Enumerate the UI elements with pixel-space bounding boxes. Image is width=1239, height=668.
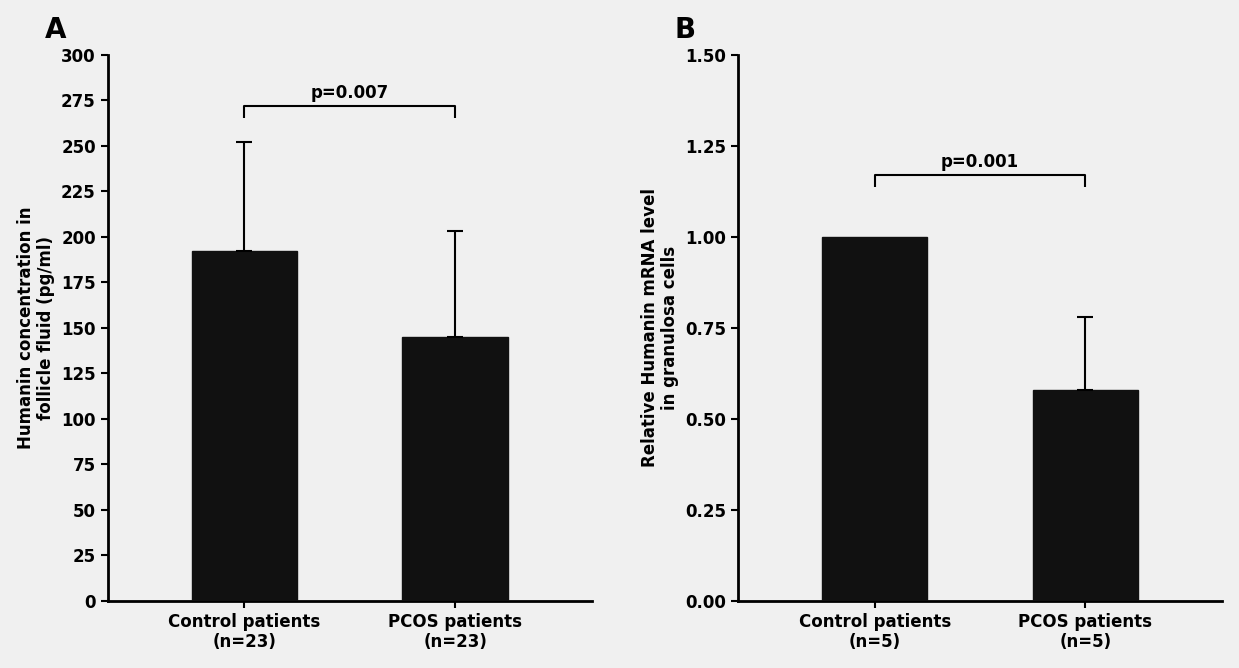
- Bar: [192, 251, 297, 601]
- Text: p=0.007: p=0.007: [311, 84, 389, 102]
- Y-axis label: Relative Humanin mRNA level
in granulosa cells: Relative Humanin mRNA level in granulosa…: [641, 188, 679, 468]
- Bar: [823, 237, 928, 601]
- Text: p=0.001: p=0.001: [942, 154, 1020, 172]
- Bar: [403, 337, 508, 601]
- Y-axis label: Humanin concentration in
follicle fluid (pg/ml): Humanin concentration in follicle fluid …: [16, 206, 56, 449]
- Text: B: B: [675, 16, 696, 44]
- Text: A: A: [45, 16, 66, 44]
- Bar: [1033, 389, 1139, 601]
